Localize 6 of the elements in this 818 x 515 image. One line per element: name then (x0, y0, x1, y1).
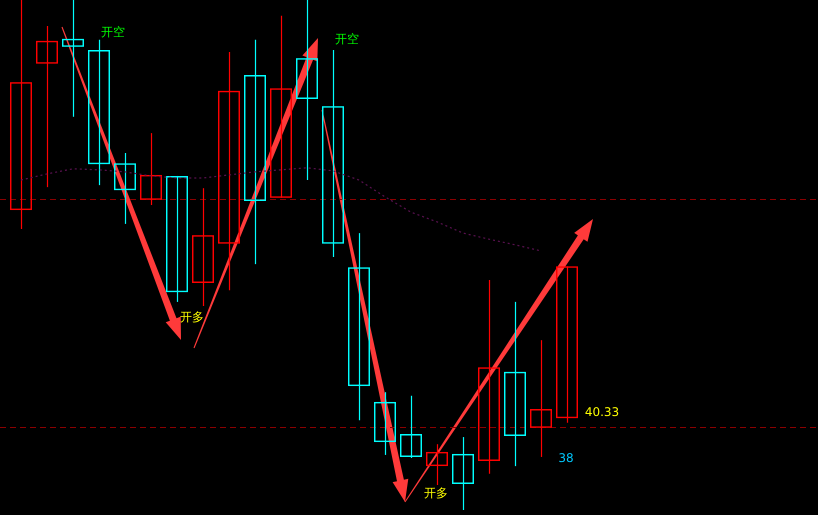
annotation: 38 (558, 451, 574, 466)
annotation: 开多 (180, 310, 204, 324)
annotation: 开空 (101, 25, 125, 40)
text: 40.33 (584, 405, 620, 420)
annotation: 开多 (424, 486, 448, 500)
annotation: 开空 (335, 32, 359, 46)
